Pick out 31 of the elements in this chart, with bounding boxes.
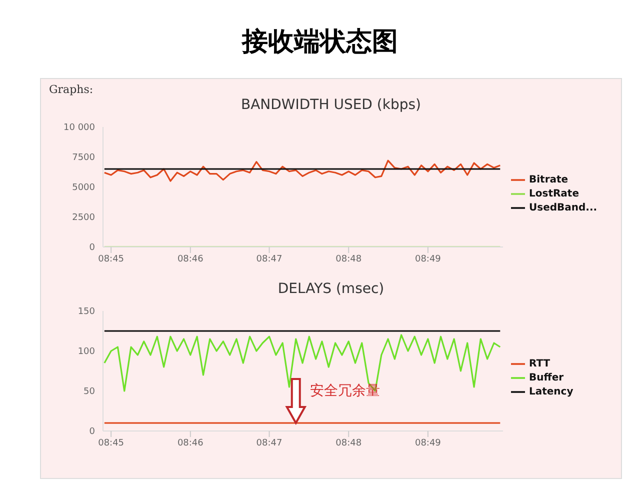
y-tick-label: 100: [78, 347, 96, 358]
legend-label: Buffer: [529, 372, 564, 384]
y-tick-label: 150: [78, 307, 96, 318]
legend-label: RTT: [529, 358, 550, 370]
line-series: [104, 160, 501, 182]
x-tick-label: 08:48: [336, 438, 362, 448]
x-tick-label: 08:46: [177, 438, 204, 448]
x-tick-label: 08:45: [98, 254, 124, 264]
legend-label: Latency: [529, 386, 574, 398]
legend-label: Bitrate: [529, 174, 568, 186]
text: 接收端状态图: [240, 26, 399, 59]
chart-title: BANDWIDTH USED (kbps): [240, 97, 422, 115]
annotation: 安全冗余量: [310, 383, 380, 399]
legend-label: UsedBand...: [529, 202, 598, 214]
x-tick-label: 08:46: [177, 254, 204, 264]
y-tick-label: 2500: [72, 213, 96, 224]
x-tick-label: 08:47: [256, 254, 282, 264]
y-tick-label: 50: [84, 387, 96, 398]
x-tick-label: 08:49: [414, 254, 442, 264]
y-tick-label: 0: [89, 243, 96, 254]
y-tick-label: 5000: [72, 183, 96, 194]
y-tick-label: 7500: [72, 153, 96, 164]
y-tick-label: 10 000: [64, 123, 96, 134]
x-tick-label: 08:47: [256, 438, 282, 448]
text: Graphs:: [49, 83, 94, 96]
x-tick-label: 08:48: [336, 254, 362, 264]
x-tick-label: 08:49: [414, 438, 442, 448]
chart-title: DELAYS (msec): [276, 281, 386, 299]
legend-label: LostRate: [529, 188, 579, 200]
x-tick-label: 08:45: [98, 438, 124, 448]
y-tick-label: 0: [89, 427, 96, 438]
